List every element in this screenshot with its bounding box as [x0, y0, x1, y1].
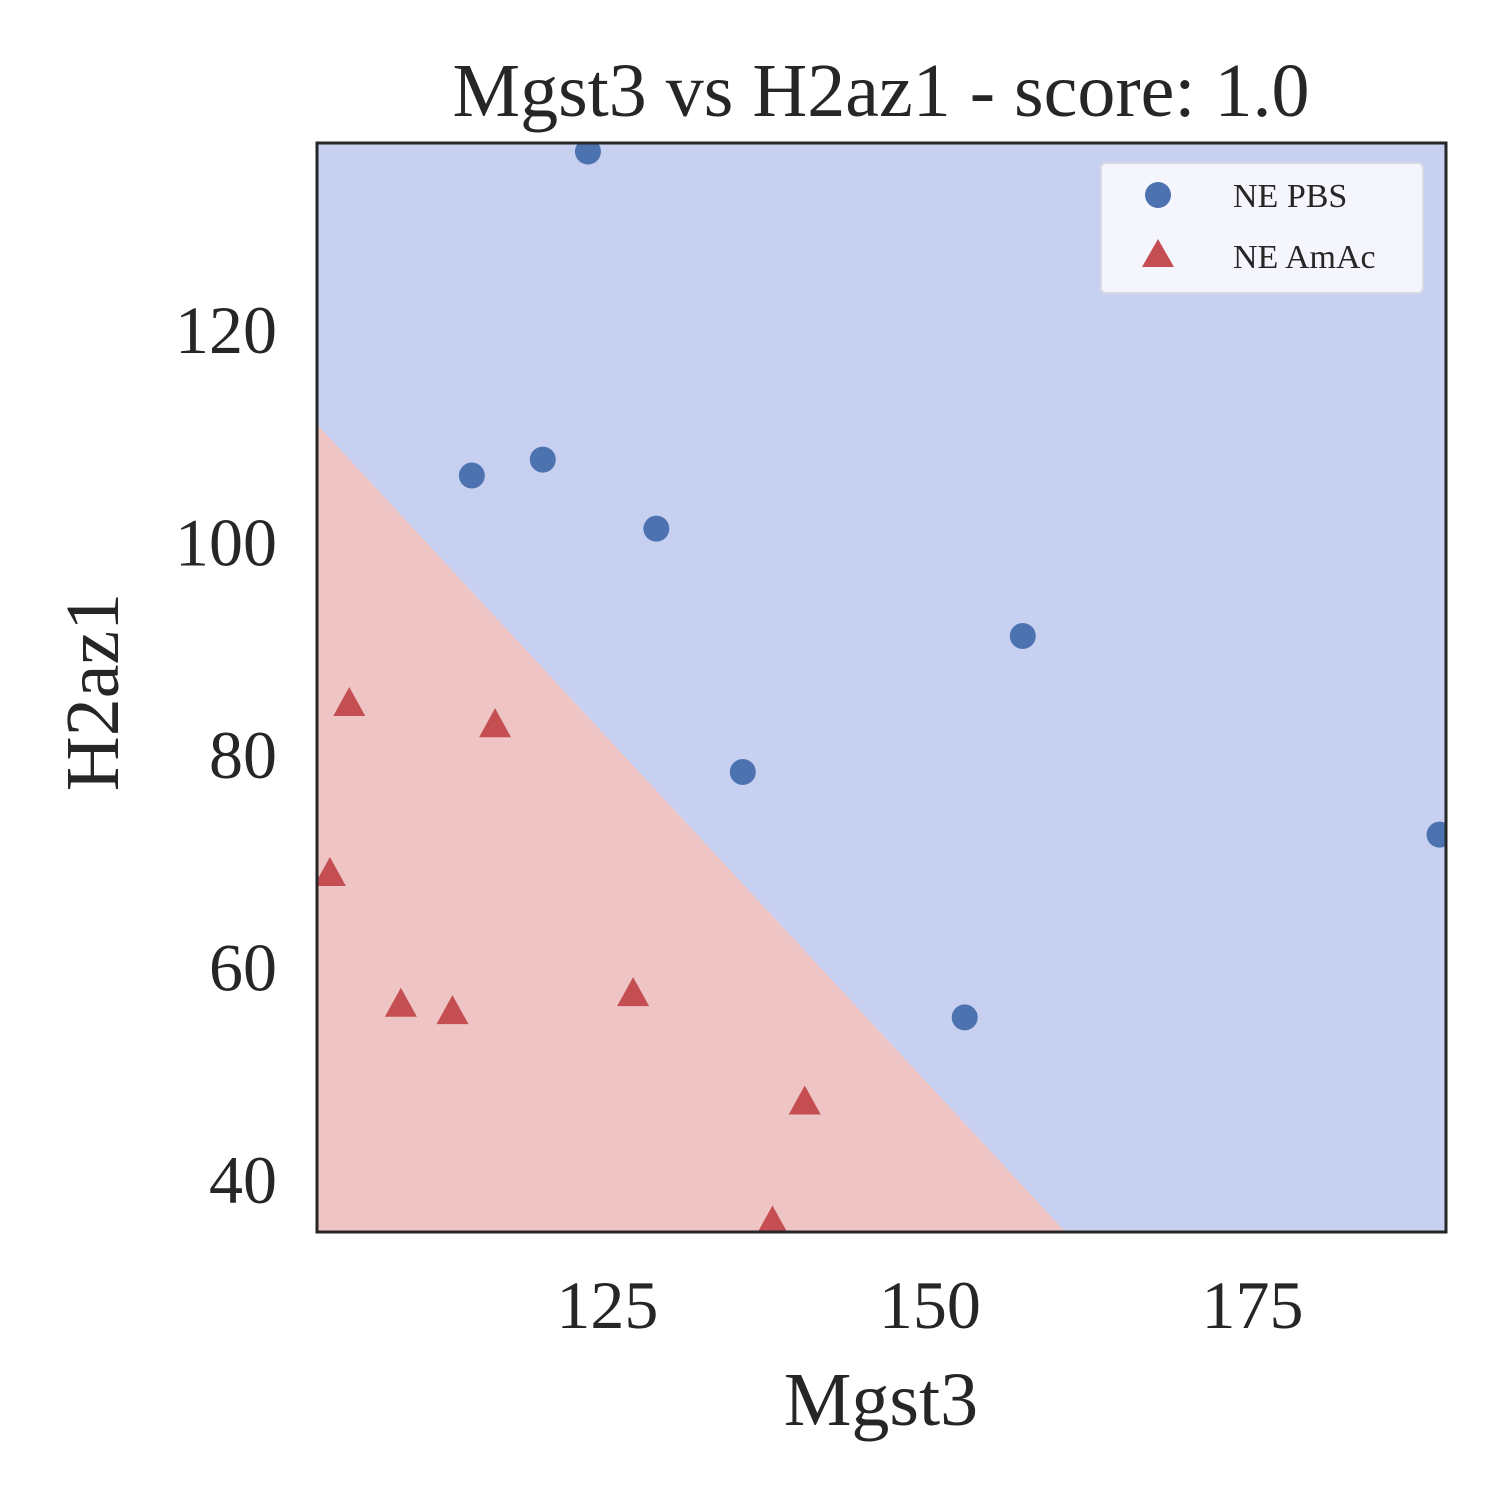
legend: NE PBS NE AmAc: [1100, 162, 1424, 294]
amac-point-7: [788, 1085, 821, 1115]
y-tick-label: 60: [209, 929, 277, 1005]
plot-frame: [315, 141, 1448, 1234]
y-tick-label: 120: [175, 292, 277, 368]
y-tick-label: 40: [209, 1142, 277, 1218]
legend-marker-ne-amac: [1142, 239, 1174, 267]
pbs-point-4: [643, 515, 670, 542]
amac-point-4: [436, 995, 469, 1025]
pbs-point-7: [951, 1004, 978, 1031]
y-axis-label: H2az1: [51, 593, 135, 791]
legend-marker-ne-pbs: [1145, 182, 1171, 208]
amac-point-6: [617, 977, 650, 1007]
amac-point-3: [384, 987, 417, 1017]
legend-label-ne-pbs: NE PBS: [1233, 178, 1347, 215]
pbs-point-3: [529, 446, 556, 473]
pbs-point-5: [729, 758, 756, 785]
chart-title: Mgst3 vs H2az1 - score: 1.0: [453, 49, 1310, 133]
x-axis-label: Mgst3: [784, 1358, 978, 1442]
amac-point-5: [479, 708, 512, 738]
y-tick-label: 80: [209, 717, 277, 793]
y-tick-label: 100: [175, 504, 277, 580]
x-tick-label: 150: [879, 1267, 981, 1343]
x-tick-label: 175: [1201, 1267, 1303, 1343]
pbs-point-1: [574, 143, 601, 165]
legend-label-ne-amac: NE AmAc: [1233, 239, 1376, 276]
legend-box: [1100, 162, 1424, 294]
amac-region: [317, 424, 1066, 1232]
pbs-point-6: [1009, 622, 1036, 649]
amac-point-1: [333, 687, 366, 717]
decision-regions: [317, 143, 1446, 1232]
amac-point-2: [317, 857, 346, 887]
x-tick-label: 125: [556, 1267, 658, 1343]
pbs-point-2: [458, 462, 485, 489]
amac-point-8: [757, 1205, 788, 1232]
pbs-region: [317, 143, 1446, 1232]
pbs-point-8: [1426, 821, 1446, 848]
